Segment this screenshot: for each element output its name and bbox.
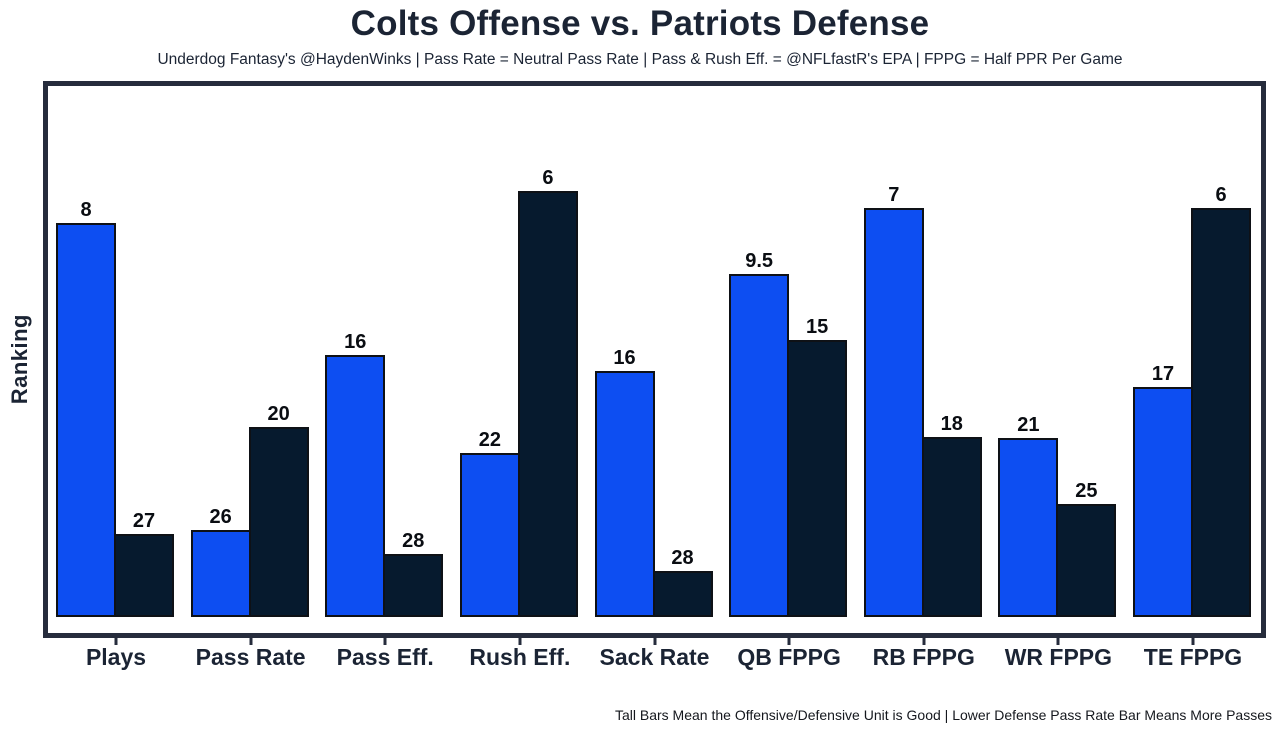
- offense-bar: [190, 530, 251, 617]
- bar-group: 17 6 TE FPPG: [1133, 185, 1253, 669]
- bar-group: 22 6 Rush Eff.: [459, 167, 580, 669]
- bar-value-label: 28: [671, 547, 694, 569]
- bar-value-label: 6: [542, 167, 554, 189]
- offense-bar-unit: 16: [594, 347, 655, 617]
- defense-bar-unit: 25: [1056, 480, 1117, 617]
- bar-value-label: 17: [1151, 363, 1175, 385]
- bar-value-label: 8: [80, 199, 92, 221]
- defense-bar-unit: 15: [787, 316, 848, 617]
- defense-bar-unit: 28: [383, 530, 444, 617]
- x-axis-tick: [1191, 638, 1195, 645]
- bar-group: 7 18 RB FPPG: [863, 184, 984, 669]
- bar-group: 8 27 Plays: [56, 200, 176, 669]
- bar-value-label: 16: [344, 331, 367, 353]
- category-label: Sack Rate: [599, 644, 710, 670]
- defense-bar: [114, 534, 174, 617]
- bar-group: 16 28 Sack Rate: [594, 347, 715, 669]
- bar-group: 9.5 15 QB FPPG: [729, 250, 849, 669]
- x-axis-tick: [1056, 638, 1060, 645]
- category-label: WR FPPG: [1004, 644, 1113, 670]
- defense-bar: [517, 191, 578, 617]
- offense-bar: [594, 371, 655, 617]
- bar-value-label: 7: [888, 184, 900, 206]
- category-label: Pass Rate: [195, 644, 306, 670]
- offense-bar: [459, 453, 520, 617]
- footer-note: Tall Bars Mean the Offensive/Defensive U…: [614, 707, 1272, 723]
- offense-bar: [863, 208, 924, 617]
- bar-value-label: 18: [940, 413, 963, 435]
- offense-bar: [56, 223, 116, 617]
- category-label: RB FPPG: [872, 644, 975, 670]
- bar-value-label: 25: [1075, 480, 1098, 502]
- bar-value-label: 20: [267, 403, 290, 425]
- bar-value-label: 9.5: [745, 250, 774, 272]
- defense-bar: [787, 340, 848, 617]
- offense-bar: [1133, 387, 1193, 617]
- offense-bar-unit: 21: [998, 414, 1059, 617]
- bar-value-label: 6: [1215, 184, 1227, 206]
- y-axis-label-container: Ranking: [0, 81, 40, 638]
- x-axis-tick: [787, 638, 791, 645]
- x-axis-tick: [922, 638, 926, 645]
- defense-bar-unit: 20: [248, 403, 309, 617]
- bars-row: 8 27 Plays 26 20 Pass Rate 16 28 Pass Eff. 22 6 Rus…: [48, 86, 1261, 669]
- bar-value-label: 16: [613, 347, 636, 369]
- offense-bar-unit: 16: [325, 331, 386, 617]
- bar-value-label: 27: [132, 510, 156, 532]
- x-axis-tick: [383, 638, 387, 645]
- chart-title: Colts Offense vs. Patriots Defense: [350, 4, 930, 43]
- y-axis-label: Ranking: [7, 314, 32, 405]
- x-axis-tick: [518, 638, 522, 645]
- defense-bar: [248, 427, 309, 617]
- defense-bar-unit: 6: [1191, 185, 1251, 617]
- category-label: QB FPPG: [737, 644, 841, 670]
- category-label: Rush Eff.: [469, 644, 571, 670]
- defense-bar: [1191, 208, 1251, 617]
- bar-value-label: 26: [209, 506, 232, 528]
- bar-value-label: 15: [806, 316, 829, 338]
- offense-bar: [729, 274, 790, 617]
- offense-bar-unit: 22: [459, 429, 520, 617]
- bar-group: 16 28 Pass Eff.: [325, 331, 445, 669]
- defense-bar: [652, 571, 713, 617]
- offense-bar-unit: 8: [56, 200, 116, 617]
- bar-value-label: 22: [478, 429, 501, 451]
- x-axis-tick: [653, 638, 656, 645]
- bar-value-label: 21: [1017, 414, 1040, 436]
- defense-bar-unit: 27: [114, 511, 174, 617]
- defense-bar-unit: 18: [921, 413, 982, 617]
- bar-group: 26 20 Pass Rate: [190, 403, 311, 669]
- category-label: TE FPPG: [1143, 644, 1243, 670]
- x-axis-tick: [249, 638, 253, 645]
- defense-bar: [1056, 504, 1117, 617]
- x-axis-tick: [114, 638, 118, 645]
- offense-bar-unit: 17: [1133, 364, 1193, 617]
- offense-bar-unit: 7: [863, 184, 924, 617]
- defense-bar-unit: 28: [652, 547, 713, 617]
- bar-value-label: 28: [402, 530, 425, 552]
- defense-bar: [383, 554, 444, 617]
- chart-subtitle: Underdog Fantasy's @HaydenWinks | Pass R…: [157, 51, 1123, 68]
- offense-bar: [998, 438, 1059, 617]
- plot-area: 8 27 Plays 26 20 Pass Rate 16 28 Pass Eff. 22 6 Rus…: [43, 81, 1266, 669]
- category-label: Pass Eff.: [336, 644, 434, 670]
- offense-bar-unit: 26: [190, 506, 251, 617]
- category-label: Plays: [85, 644, 147, 670]
- defense-bar-unit: 6: [517, 167, 578, 617]
- offense-bar-unit: 9.5: [729, 250, 790, 617]
- bar-group: 21 25 WR FPPG: [998, 414, 1118, 669]
- offense-bar: [325, 355, 386, 617]
- defense-bar: [921, 437, 982, 617]
